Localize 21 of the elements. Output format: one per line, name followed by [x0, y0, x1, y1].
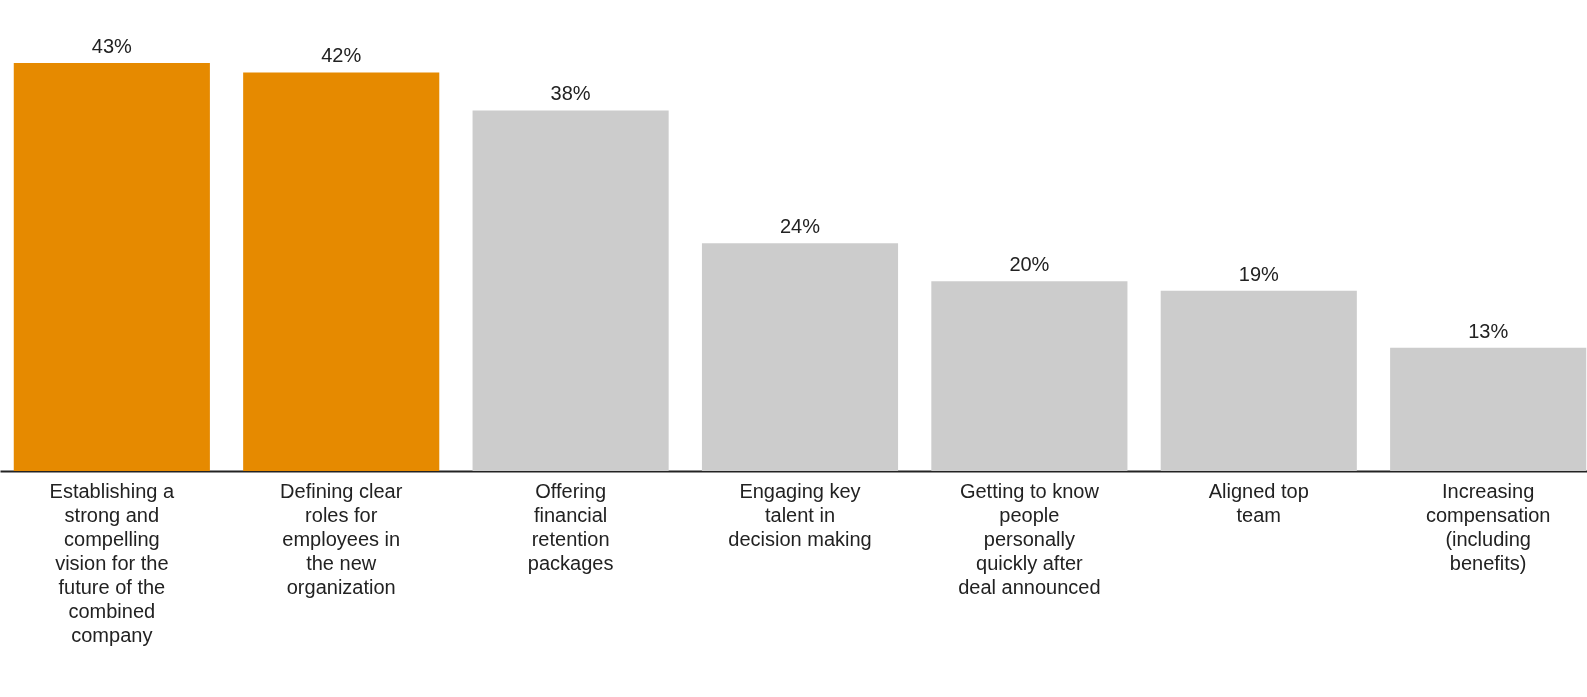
bar — [1160, 290, 1357, 471]
bar — [472, 110, 669, 471]
bar — [701, 243, 899, 471]
data-label: 24% — [779, 215, 821, 238]
data-label: 13% — [1468, 319, 1509, 342]
bar — [1390, 347, 1587, 471]
x-tick-label: Establishing a strong and compelling vision for the future of the combined company — [49, 479, 175, 646]
x-tick-label: Increasing compensation (including benefits) — [1425, 479, 1551, 574]
bar — [13, 63, 210, 471]
data-label: 42% — [321, 44, 362, 67]
data-label: 43% — [91, 35, 133, 57]
x-tick-label: Offering financial retention packages — [527, 479, 614, 574]
x-tick-label: Getting to know people personally quickly after deal announced — [958, 479, 1101, 598]
x-tick-label: Engaging key talent in decision making — [728, 479, 872, 550]
data-label: 19% — [1238, 262, 1280, 285]
bar — [931, 281, 1128, 471]
bar — [243, 72, 440, 471]
data-label: 20% — [1009, 253, 1050, 276]
data-label: 38% — [550, 82, 591, 105]
x-tick-label: Aligned top team — [1208, 479, 1309, 526]
x-tick-label: Defining clear roles for employees in the new organization — [280, 479, 403, 598]
